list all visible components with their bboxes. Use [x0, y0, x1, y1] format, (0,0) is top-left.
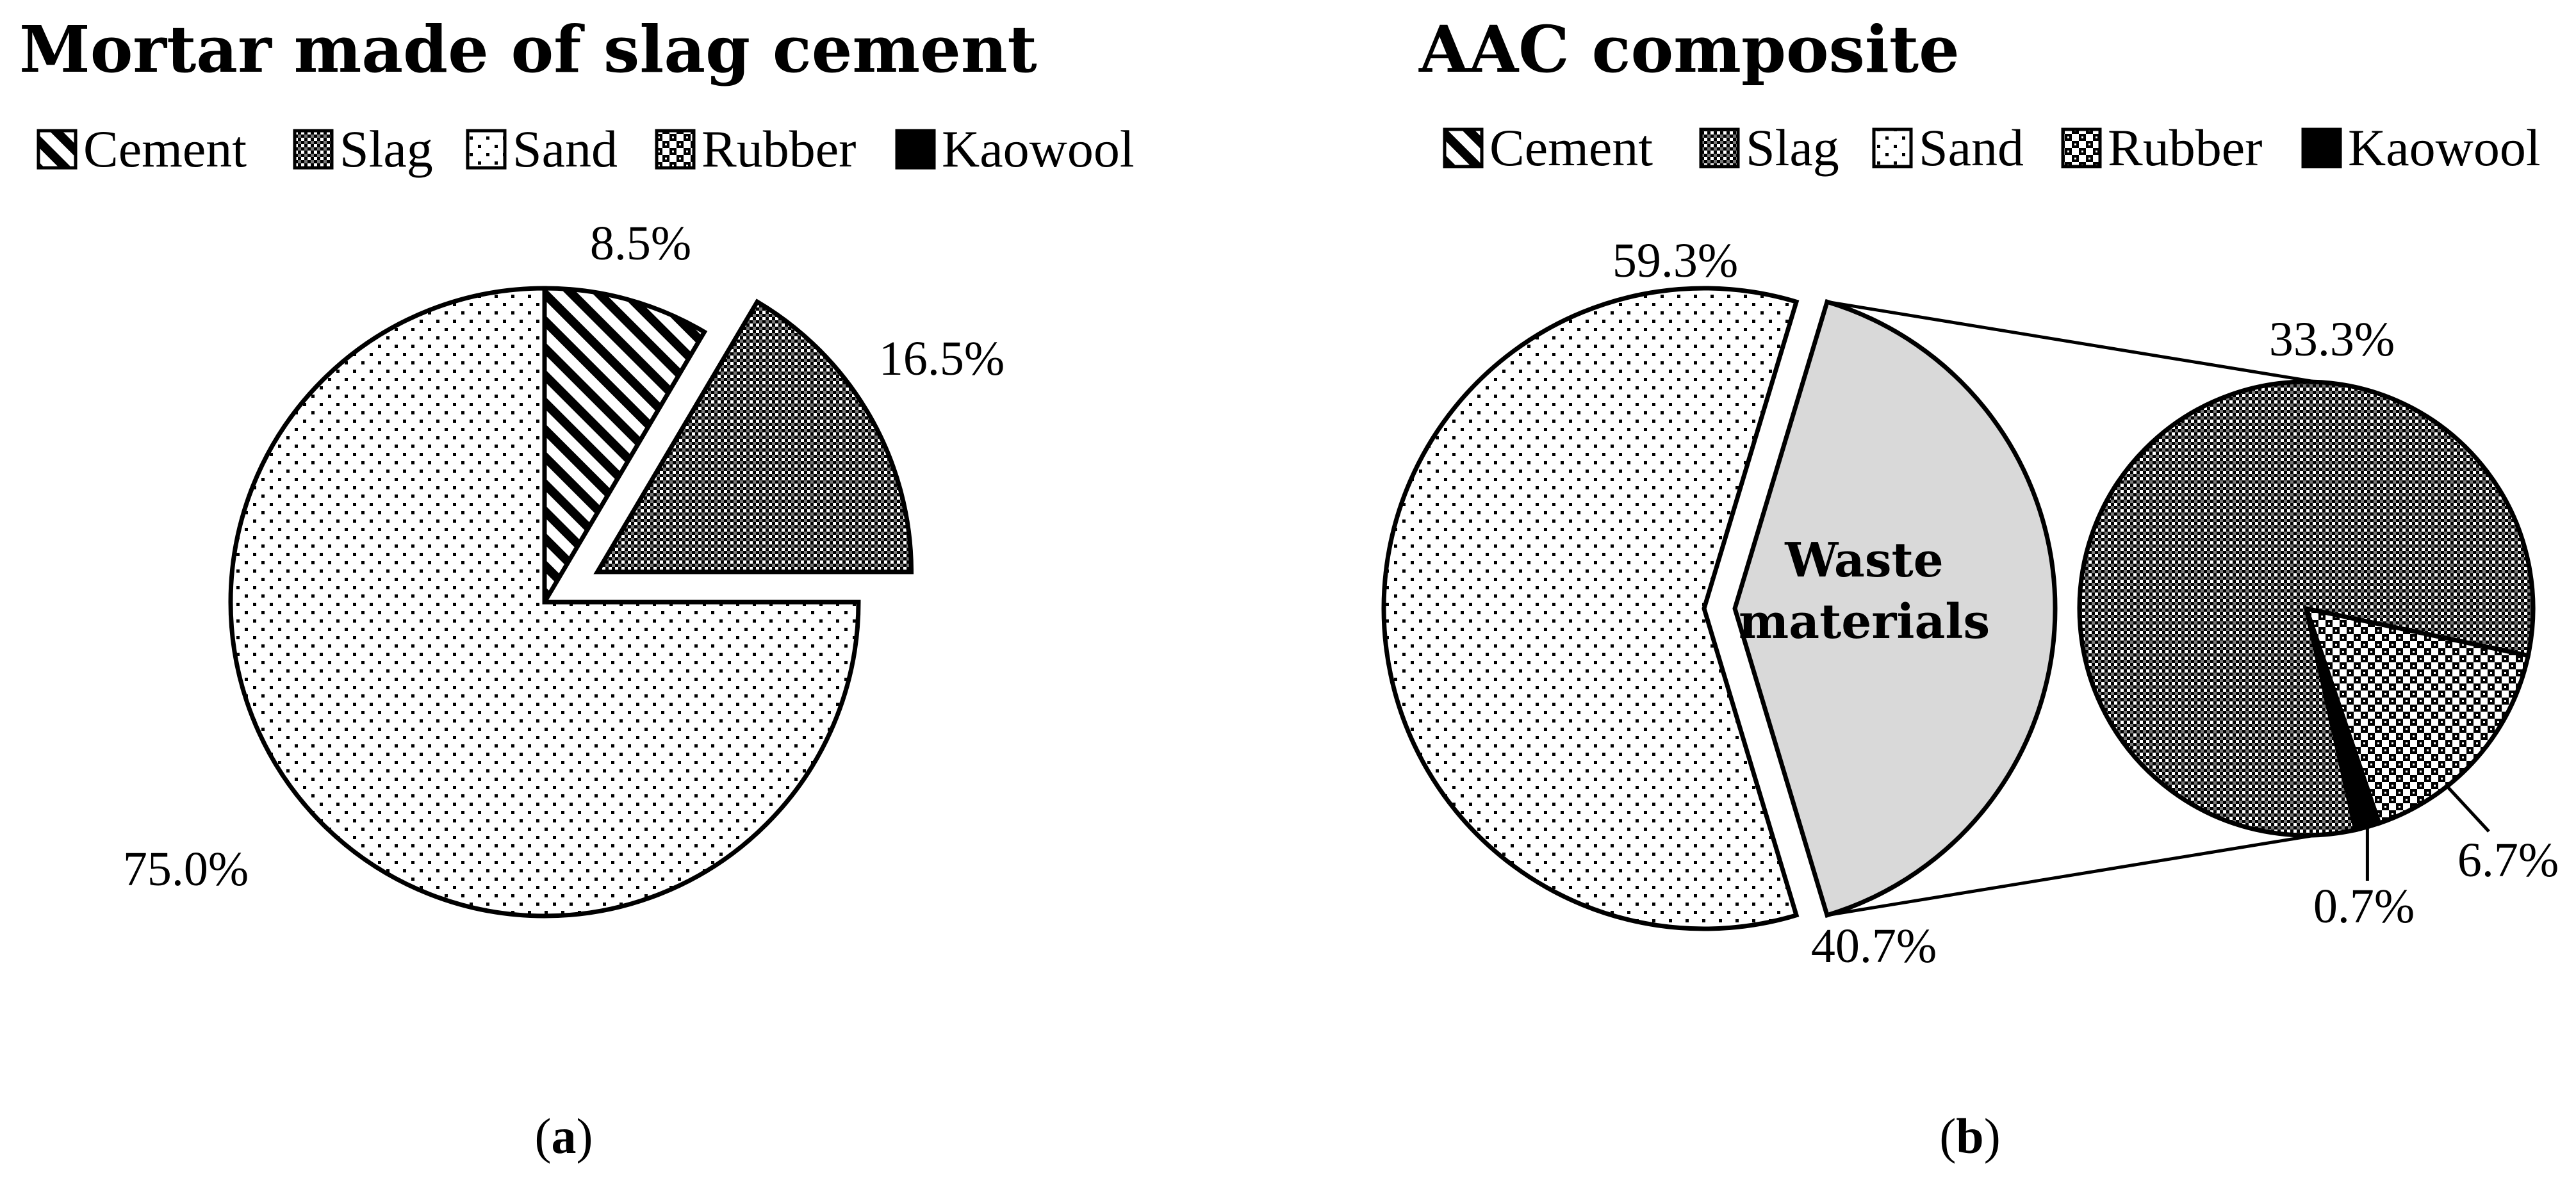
panel-b: AAC composite Cement Slag Sand Rubber Kaowoo… — [1381, 12, 2559, 1164]
pie-b2-leader-rubber — [2445, 785, 2490, 833]
pie-b-breakdown: 33.3% 6.7% 0.7% — [2077, 313, 2559, 933]
legend-b-swatch-sand — [1872, 127, 1913, 168]
legend-a: Cement Slag Sand Rubber Kaowool — [37, 120, 1135, 178]
pie-a: 8.5% 16.5% 75.0% — [123, 217, 1005, 919]
pie-b-waste-category-label: Waste materials — [1739, 533, 1990, 650]
legend-a-swatch-sand — [466, 129, 507, 170]
legend-b-item-kaowool: Kaowool — [2301, 118, 2541, 177]
legend-a-swatch-rubber — [655, 129, 696, 170]
legend-b: Cement Slag Sand Rubber Kaowool — [1443, 118, 2541, 177]
pie-b-slice-waste-materials — [1732, 298, 2058, 919]
legend-b-item-cement: Cement — [1443, 118, 1653, 177]
panel-b-caption: (b) — [1939, 1108, 2000, 1164]
pie-of-pie-connectors — [1826, 300, 2320, 917]
pie-a-label-slag: 16.5% — [879, 332, 1005, 386]
legend-b-label-slag: Slag — [1746, 118, 1839, 177]
connector-bottom — [1826, 833, 2320, 917]
legend-b-swatch-rubber — [2061, 127, 2102, 168]
pie-a-slice-slag — [593, 298, 914, 575]
pie-b-label-waste-materials: 40.7% — [1811, 919, 1937, 973]
pie-b2-label-slag: 33.3% — [2269, 313, 2395, 366]
legend-b-item-slag: Slag — [1699, 118, 1839, 177]
legend-a-item-rubber: Rubber — [655, 120, 856, 178]
pie-b2-label-rubber: 6.7% — [2457, 833, 2559, 887]
legend-a-label-slag: Slag — [340, 120, 433, 178]
legend-b-swatch-cement — [1443, 127, 1484, 168]
legend-b-swatch-slag — [1699, 127, 1740, 168]
pie-a-slice-cement — [542, 286, 708, 610]
pie-b2-label-kaowool: 0.7% — [2313, 879, 2415, 933]
legend-a-swatch-cement — [37, 129, 78, 170]
pie-a-label-sand: 75.0% — [123, 842, 249, 896]
legend-a-item-slag: Slag — [293, 120, 433, 178]
pie-b-slice-sand — [1381, 286, 1800, 931]
legend-a-item-kaowool: Kaowool — [895, 120, 1135, 178]
legend-b-item-rubber: Rubber — [2061, 118, 2262, 177]
legend-a-swatch-kaowool — [895, 129, 936, 170]
legend-b-label-sand: Sand — [1919, 118, 2024, 177]
panel-a: Mortar made of slag cement Cement Slag San… — [19, 12, 1135, 1164]
pie-a-slice-sand — [228, 286, 861, 919]
legend-b-label-cement: Cement — [1489, 118, 1653, 177]
legend-a-label-rubber: Rubber — [701, 120, 856, 178]
legend-a-label-kaowool: Kaowool — [942, 120, 1135, 178]
legend-a-item-sand: Sand — [466, 120, 618, 178]
pie-a-label-cement: 8.5% — [590, 217, 691, 270]
legend-b-label-rubber: Rubber — [2108, 118, 2262, 177]
panel-b-title: AAC composite — [1418, 12, 1960, 87]
legend-b-label-kaowool: Kaowool — [2348, 118, 2541, 177]
pie-b2-slice-kaowool — [2304, 607, 2383, 833]
connector-top — [1826, 300, 2320, 384]
panel-a-title: Mortar made of slag cement — [19, 12, 1037, 87]
legend-a-label-sand: Sand — [513, 120, 618, 178]
legend-b-item-sand: Sand — [1872, 118, 2024, 177]
legend-b-swatch-kaowool — [2301, 127, 2342, 168]
legend-a-label-cement: Cement — [83, 120, 247, 178]
panel-a-caption: (a) — [535, 1108, 593, 1164]
pie-b: 59.3% 40.7% Waste materials — [1381, 234, 2058, 973]
pie-b-label-sand: 59.3% — [1612, 234, 1738, 288]
legend-a-swatch-slag — [293, 129, 334, 170]
legend-a-item-cement: Cement — [37, 120, 247, 178]
